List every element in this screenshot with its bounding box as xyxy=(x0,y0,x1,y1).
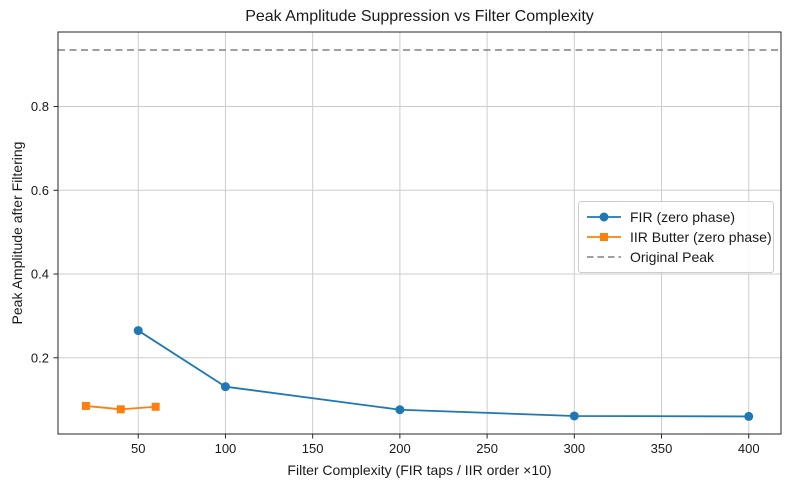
y-tick-label: 0.4 xyxy=(31,267,49,282)
x-axis-label: Filter Complexity (FIR taps / IIR order … xyxy=(287,462,552,478)
y-tick-label: 0.8 xyxy=(31,99,49,114)
legend-label-iir-butter-zero-phase: IIR Butter (zero phase) xyxy=(630,229,772,245)
series-marker-fir-zero-phase xyxy=(133,326,143,336)
series-marker-iir-butter-zero-phase xyxy=(151,402,160,411)
legend-sample-iir-butter-zero-phase xyxy=(587,233,621,241)
legend-entry-fir-zero-phase: FIR (zero phase) xyxy=(586,209,764,225)
x-tick-label: 150 xyxy=(302,441,324,456)
series-marker-fir-zero-phase xyxy=(744,411,754,421)
x-tick-label: 350 xyxy=(651,441,673,456)
x-tick-label: 200 xyxy=(389,441,411,456)
legend-entry-original-peak: Original Peak xyxy=(586,249,764,265)
y-tick-label: 0.2 xyxy=(31,350,49,365)
series-marker-fir-zero-phase xyxy=(569,411,579,421)
y-tick-label: 0.6 xyxy=(31,183,49,198)
x-tick-label: 400 xyxy=(738,441,760,456)
series-line-fir-zero-phase xyxy=(137,329,750,418)
x-tick-label: 100 xyxy=(215,441,237,456)
series-marker-fir-zero-phase xyxy=(220,382,230,392)
x-tick-label: 300 xyxy=(563,441,585,456)
series-marker-fir-zero-phase xyxy=(395,405,405,415)
legend-label-original-peak: Original Peak xyxy=(630,249,715,265)
legend-sample-original-peak xyxy=(587,256,621,258)
legend-label-fir-zero-phase: FIR (zero phase) xyxy=(630,209,736,225)
chart-title: Peak Amplitude Suppression vs Filter Com… xyxy=(245,8,594,25)
series-marker-iir-butter-zero-phase xyxy=(81,401,90,410)
x-tick-label: 250 xyxy=(476,441,498,456)
y-axis-label: Peak Amplitude after Filtering xyxy=(9,141,25,325)
legend: FIR (zero phase) IIR Butter (zero phase) O… xyxy=(578,201,774,273)
plot-border xyxy=(57,31,782,435)
series-marker-iir-butter-zero-phase xyxy=(116,405,125,414)
legend-sample-fir-zero-phase xyxy=(587,212,621,222)
legend-entry-iir-butter-zero-phase: IIR Butter (zero phase) xyxy=(586,229,772,245)
x-tick-label: 50 xyxy=(131,441,145,456)
